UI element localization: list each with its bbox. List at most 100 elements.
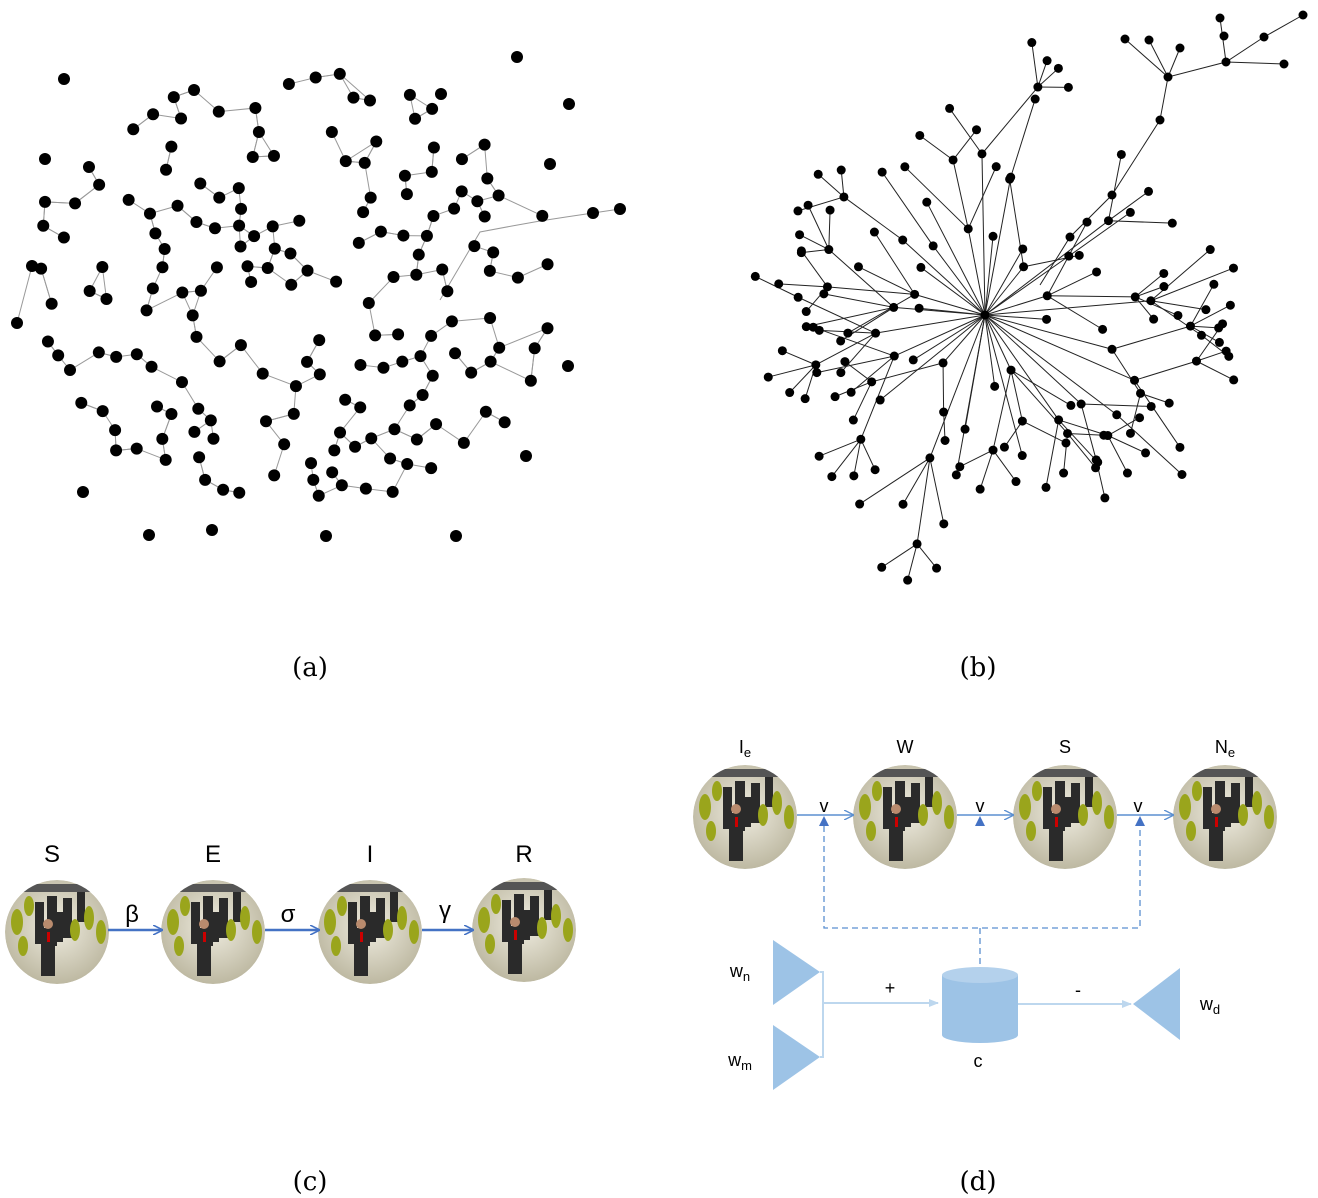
node [1054,64,1063,73]
node [939,408,948,417]
minus-label: - [1075,980,1081,1000]
state-label: S [1059,737,1071,757]
node [52,349,64,361]
node [206,524,218,536]
node [1043,56,1052,65]
node [168,91,180,103]
crowd-node [853,765,957,869]
node [1123,469,1132,478]
edge [921,267,985,315]
node [1054,415,1063,424]
edge [882,172,933,246]
seir-diagram: S E I R β σ γ [5,841,576,984]
node [542,258,554,270]
node [39,196,51,208]
node [262,262,274,274]
node [1186,322,1195,331]
node [141,304,153,316]
node [1063,429,1072,438]
edge [943,363,944,412]
node [396,356,408,368]
node [301,356,313,368]
node [1005,175,1014,184]
node [191,331,203,343]
node [160,164,172,176]
node [267,220,279,232]
node [42,336,54,348]
node [1100,493,1109,502]
node [955,462,964,471]
sink-triangle [1133,968,1180,1040]
node [587,207,599,219]
node [93,179,105,191]
node [520,450,532,462]
node [146,361,158,373]
node [990,382,999,391]
node [941,436,950,445]
node [1075,251,1084,260]
node [898,236,907,245]
node [536,210,548,222]
node [176,376,188,388]
node [785,388,794,397]
node [165,408,177,420]
edge [854,439,861,476]
node [97,405,109,417]
edge [1135,287,1164,297]
node [1299,11,1308,20]
node [794,293,803,302]
node [357,206,369,218]
node [349,441,361,453]
node [1215,338,1224,347]
node [458,437,470,449]
node [542,322,554,334]
node [529,342,541,354]
node [147,282,159,294]
edge [829,210,830,249]
node [314,368,326,380]
node [211,261,223,273]
node [925,453,934,462]
node [245,276,257,288]
node [241,260,253,272]
node [1018,244,1027,253]
node [388,271,400,283]
node [815,452,824,461]
edge [1032,43,1038,88]
node [826,206,835,215]
edge [1011,99,1035,177]
store-label: c [974,1051,983,1071]
crowd-node [693,765,797,869]
node [843,329,852,338]
node [209,222,221,234]
state-label: Ie [739,737,751,760]
node [446,315,458,327]
node [1099,431,1108,440]
node [448,203,460,215]
node [867,377,876,386]
node [793,206,802,215]
edge [1226,62,1284,64]
node [849,471,858,480]
rate-label: β [125,901,139,928]
node [499,416,511,428]
node [268,150,280,162]
node [814,170,823,179]
node [404,399,416,411]
edge [953,130,976,160]
node [989,232,998,241]
node [149,227,161,239]
node [480,406,492,418]
node [334,426,346,438]
edge [1047,296,1135,297]
node [326,126,338,138]
edge [801,251,827,287]
edge [1108,436,1128,473]
node [890,352,899,361]
node [1077,399,1086,408]
node [293,215,305,227]
node [922,198,931,207]
node [199,474,211,486]
edge [927,202,985,315]
node [487,246,499,258]
